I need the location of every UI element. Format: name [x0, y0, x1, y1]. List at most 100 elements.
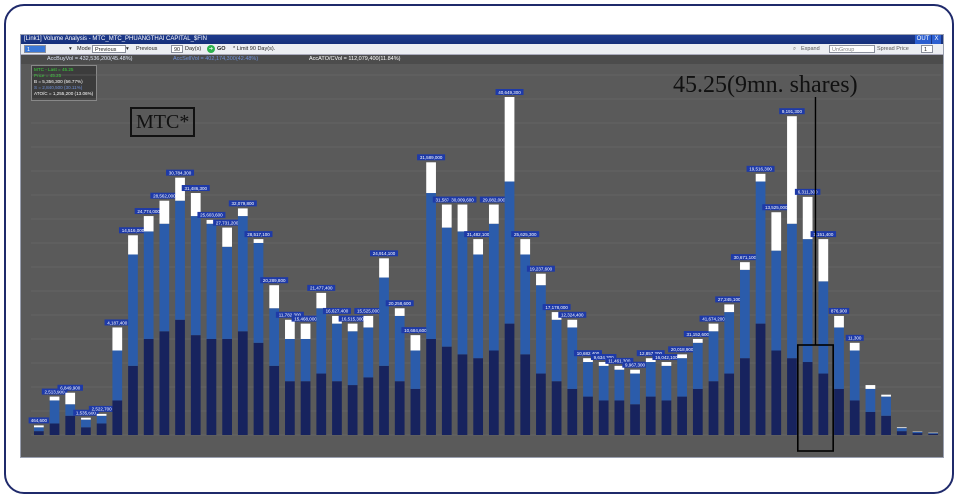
buy-bar-segment: [771, 350, 782, 435]
value-label-box: [401, 327, 430, 334]
buy-bar-segment: [237, 331, 248, 435]
sell-bar-segment: [49, 400, 60, 424]
sell-bar-segment: [802, 239, 813, 363]
sell-bar-segment: [33, 427, 44, 432]
ato-bar-segment: [426, 162, 436, 194]
spread-price-label: Spread Price: [877, 46, 909, 52]
sell-bar-segment: [896, 428, 907, 432]
value-label: 31,486,300: [184, 186, 207, 191]
ato-bar-segment: [881, 394, 891, 397]
ato-bar-segment: [473, 239, 484, 255]
ato-bar-segment: [740, 262, 750, 270]
mode-select[interactable]: Previous: [92, 45, 126, 53]
sell-bar-segment: [316, 308, 327, 374]
go-arrow-icon[interactable]: ➜: [207, 45, 215, 53]
value-label-box: [558, 311, 587, 318]
value-label-box: [590, 354, 617, 361]
value-label: 4,187,400: [107, 320, 128, 325]
ato-bar-segment: [363, 315, 374, 328]
legend-price: Price = 45.25: [34, 73, 62, 78]
value-label: 29,082,000: [483, 197, 506, 202]
mode-dropdown-icon[interactable]: ▾: [126, 46, 129, 52]
buy-bar-segment: [567, 388, 578, 435]
buy-bar-segment: [426, 338, 436, 435]
ato-bar-segment: [190, 193, 201, 217]
buy-bar-segment: [159, 331, 170, 435]
buy-bar-segment: [190, 335, 201, 435]
out-button[interactable]: OUT: [915, 35, 931, 44]
value-label: 20,258,600: [388, 301, 411, 306]
value-label-box: [275, 311, 304, 318]
expand-button[interactable]: Expand: [801, 46, 820, 52]
buy-bar-segment: [849, 400, 860, 435]
buy-bar-segment: [896, 431, 907, 435]
link-select[interactable]: 1: [24, 45, 46, 53]
value-label-box: [307, 284, 336, 291]
ato-bar-segment: [379, 258, 389, 278]
close-button[interactable]: X: [932, 35, 941, 44]
value-label-box: [181, 185, 210, 192]
go-button[interactable]: GO: [217, 46, 226, 52]
ticker-box: MTC*: [130, 107, 196, 137]
ato-bar-segment: [645, 358, 656, 363]
buy-bar-segment: [222, 338, 232, 435]
value-label-box: [88, 405, 115, 412]
buy-bar-segment: [551, 381, 562, 435]
value-label-box: [41, 388, 68, 395]
buy-bar-segment: [504, 323, 515, 435]
sell-bar-segment: [457, 231, 468, 355]
value-label-box: [448, 196, 477, 203]
buy-bar-segment: [363, 377, 374, 435]
ato-bar-segment: [802, 196, 813, 240]
value-label-box: [762, 204, 791, 211]
value-label-box: [652, 354, 681, 361]
value-label-box: [810, 231, 837, 238]
buy-bar-segment: [834, 388, 844, 435]
search-icon[interactable]: ⌕: [793, 46, 797, 52]
sell-bar-segment: [363, 327, 374, 378]
ato-bar-segment: [332, 315, 342, 324]
value-label-box: [228, 200, 257, 207]
toolbar: 1 ▾ Mode Previous ▾ Previous 90 Day(s) ➜…: [21, 44, 943, 55]
sell-bar-segment: [143, 231, 154, 339]
sell-bar-segment: [692, 342, 703, 389]
value-label: 15,525,000: [357, 309, 380, 314]
buy-bar-segment: [598, 400, 609, 435]
buy-bar-segment: [253, 342, 264, 435]
sell-bar-segment: [583, 362, 593, 397]
buy-bar-segment: [316, 373, 327, 435]
value-label: 19,516,300: [749, 167, 772, 172]
sell-bar-segment: [912, 431, 923, 434]
previous-days-input[interactable]: 90: [171, 45, 183, 53]
sell-bar-segment: [614, 369, 625, 401]
dropdown-arrow-icon[interactable]: ▾: [69, 46, 72, 52]
ato-bar-segment: [347, 323, 358, 332]
value-label-box: [354, 307, 383, 314]
value-label-box: [779, 108, 805, 115]
stats-bar: AccBuyVol = 432,536,200(45.48%) AccSellV…: [21, 55, 943, 64]
value-label-box: [828, 307, 850, 314]
sell-bar-segment: [865, 388, 876, 412]
buy-bar-segment: [96, 423, 107, 435]
sell-bar-segment: [253, 242, 264, 343]
sell-bar-segment: [520, 254, 531, 355]
ato-bar-segment: [441, 204, 452, 228]
ato-bar-segment: [222, 227, 232, 247]
buy-bar-segment: [128, 365, 138, 435]
buy-bar-segment: [81, 427, 91, 435]
ato-bar-segment: [771, 212, 782, 251]
value-label: 876,900: [831, 309, 848, 314]
sell-bar-segment: [190, 216, 201, 336]
mode-label: Mode: [77, 46, 91, 52]
days-unit-label: Day(s): [185, 46, 202, 52]
value-label-box: [260, 277, 289, 284]
buy-bar-segment: [740, 358, 750, 435]
ato-bar-segment: [692, 338, 703, 343]
spread-price-input[interactable]: 1: [921, 45, 933, 53]
window-title: [Link1] Volume Analysis - MTC_MTC_PHUANG…: [21, 35, 943, 44]
value-label: 11,461,300: [608, 359, 631, 364]
value-label-box: [244, 231, 273, 238]
buy-bar-segment: [143, 338, 154, 435]
group-select[interactable]: UnGroup: [829, 45, 875, 53]
ato-bar-segment: [818, 239, 829, 282]
